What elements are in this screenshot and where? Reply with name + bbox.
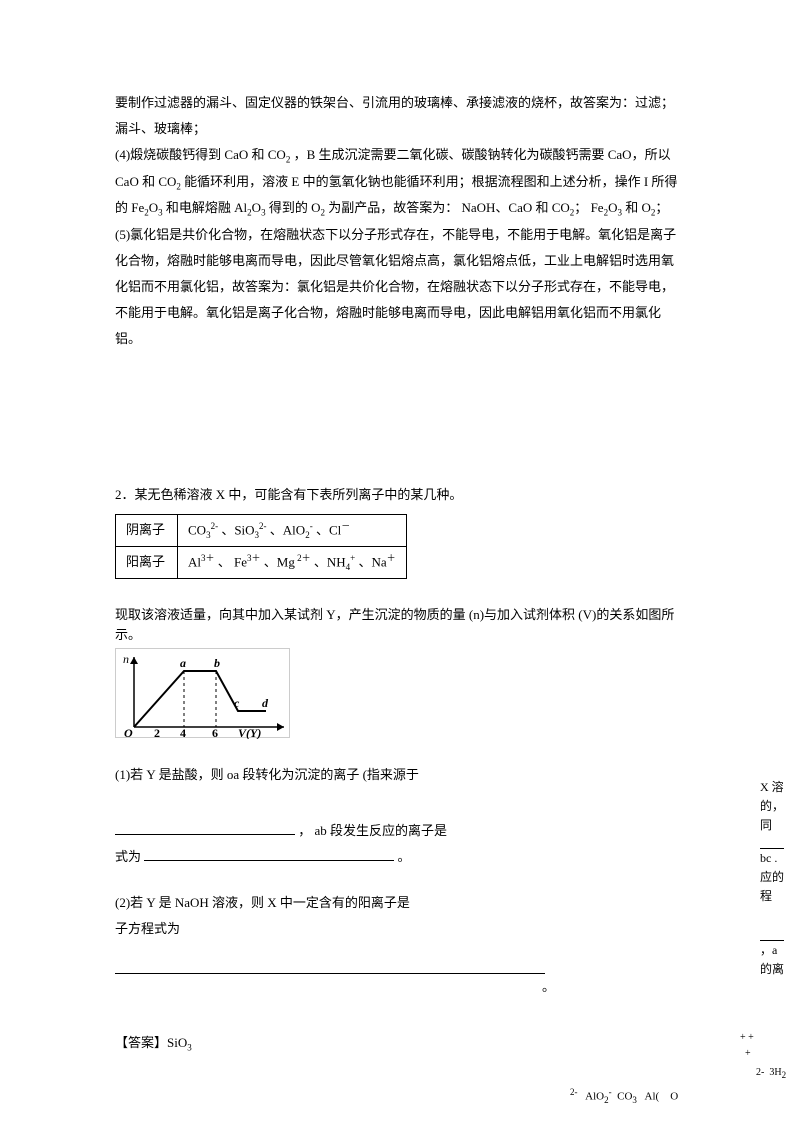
- cell-anion-list: CO32- 、SiO32- 、AlO2- 、Cl－: [178, 514, 407, 546]
- answer-para-5: (5)氯化铝是共价化合物，在熔融状态下以分子形式存在，不能导电，不能用于电解。氧…: [115, 222, 685, 352]
- text: Fe: [591, 200, 604, 215]
- subscript: 3: [158, 208, 163, 218]
- text: 、 Fe: [218, 554, 247, 569]
- superscript: 3＋: [201, 553, 215, 563]
- edge-fragment: ，a的离: [760, 940, 784, 979]
- point-b: b: [214, 656, 220, 670]
- answer-blank-long: [115, 958, 545, 974]
- point-d: d: [262, 696, 269, 710]
- text: O: [252, 200, 261, 215]
- superscript: ＋: [387, 553, 396, 563]
- text: Fe: [131, 200, 144, 215]
- text: 、Na: [358, 554, 386, 569]
- axis-x-label: V(Y): [238, 726, 261, 739]
- period: 。: [115, 974, 555, 1000]
- origin: O: [124, 726, 133, 739]
- subscript: 3: [617, 208, 622, 218]
- question-2-part1b: ， ab 段发生反应的离子是: [115, 818, 685, 844]
- subscript: 3: [261, 208, 266, 218]
- question-2-part1c: 式为 。: [115, 844, 685, 870]
- cell-anion-label: 阴离子: [116, 514, 178, 546]
- table-row: 阳离子 Al3＋ 、 Fe3＋ 、Mg 2＋ 、NH4+ 、Na＋: [116, 547, 407, 579]
- answer-para-4: (4)煅烧碳酸钙得到 CaO 和 CO2 ，B 生成沉淀需要二氧化碳、碳酸钠转化…: [115, 142, 685, 222]
- text: 、Mg: [264, 554, 295, 569]
- superscript: 2-: [259, 521, 267, 531]
- answer-para-3: 要制作过滤器的漏斗、固定仪器的铁架台、引流用的玻璃棒、承接滤液的烧杯，故答案为：…: [115, 90, 685, 142]
- cell-cation-list: Al3＋ 、 Fe3＋ 、Mg 2＋ 、NH4+ 、Na＋: [178, 547, 407, 579]
- text: Al: [188, 554, 201, 569]
- text: NaOH、CaO 和 CO: [461, 200, 569, 215]
- xtick-4: 4: [180, 726, 186, 739]
- text: CaO 和 CO: [224, 147, 285, 162]
- subscript: 2: [286, 155, 291, 165]
- text: CO: [188, 522, 206, 537]
- xtick-6: 6: [212, 726, 218, 739]
- chart-svg: n a b c d O 2 4 6 V(Y): [116, 649, 291, 739]
- superscript: 2-: [211, 521, 219, 531]
- text: 式为: [115, 849, 141, 864]
- edge-fragment: + + +: [740, 1030, 754, 1062]
- superscript: +: [350, 553, 355, 563]
- question-2-part1: (1)若 Y 是盐酸，则 oa 段转化为沉淀的离子 (指来源于: [115, 762, 685, 788]
- precipitate-chart: n a b c d O 2 4 6 V(Y): [115, 648, 290, 738]
- superscript: -: [310, 521, 313, 531]
- text: 2．某无色稀溶液: [115, 487, 213, 502]
- text: 和 O: [625, 200, 651, 215]
- text: 。: [398, 849, 411, 864]
- subscript: 4: [346, 562, 351, 572]
- text: ，B 生成沉淀需要二氧化碳、碳酸钠转化为碳酸钙需要: [294, 147, 605, 162]
- edge-fragment: X 溶的，同: [760, 778, 784, 836]
- point-a: a: [180, 656, 186, 670]
- text: ， ab 段发生反应的离子是: [298, 823, 447, 838]
- text: 、SiO: [221, 522, 254, 537]
- superscript: 2＋: [295, 553, 311, 563]
- subscript: 3: [206, 530, 211, 540]
- axis-n-label: n: [123, 652, 129, 666]
- edge-fragment: 2- AlO2- CO3 Al( O: [570, 1085, 678, 1107]
- question-2-part2: (2)若 Y 是 NaOH 溶液，则 X 中一定含有的阳离子是: [115, 890, 685, 916]
- text: (指来源于: [363, 767, 419, 782]
- text: O: [149, 200, 158, 215]
- text: 能循环利用，溶液: [184, 174, 288, 189]
- xtick-2: 2: [154, 726, 160, 739]
- text: 、NH: [314, 554, 346, 569]
- text: X 中，可能含有下表所列离子中的某几种。: [216, 487, 463, 502]
- subscript: 2: [176, 181, 181, 191]
- text: ；: [574, 200, 587, 215]
- subscript: 3: [255, 530, 260, 540]
- text: (1)若 Y 是盐酸，则 oa 段转化为沉淀的离子: [115, 767, 359, 782]
- answer-key: 【答案】SiO3: [115, 1030, 685, 1057]
- text: 子方程式为: [115, 921, 180, 936]
- table-row: 阴离子 CO32- 、SiO32- 、AlO2- 、Cl－: [116, 514, 407, 546]
- text: 、AlO: [270, 522, 305, 537]
- text: ；: [655, 200, 668, 215]
- superscript: －: [341, 521, 350, 531]
- text: 【答案】SiO: [115, 1035, 187, 1050]
- text: 得到的 O: [269, 200, 321, 215]
- point-c: c: [234, 696, 240, 710]
- text: 、Cl: [316, 522, 341, 537]
- text: (4)煅烧碳酸钙得到: [115, 147, 221, 162]
- superscript: 3＋: [247, 553, 261, 563]
- text: 和电解熔融 Al: [166, 200, 247, 215]
- text: 为副产品，故答案为：: [328, 200, 458, 215]
- cell-cation-label: 阳离子: [116, 547, 178, 579]
- subscript: 2: [305, 530, 310, 540]
- edge-fragment: 2- 3H2: [756, 1065, 786, 1082]
- answer-blank: [144, 848, 394, 861]
- text: (2)若 Y 是 NaOH 溶液，则 X 中一定含有的阳离子是: [115, 895, 410, 910]
- question-2-part2b: 子方程式为: [115, 916, 685, 942]
- ion-table: 阴离子 CO32- 、SiO32- 、AlO2- 、Cl－ 阳离子 Al3＋ 、…: [115, 514, 407, 580]
- question-2-body: 现取该溶液适量，向其中加入某试剂 Y，产生沉淀的物质的量 (n)与加入试剂体积 …: [115, 605, 685, 644]
- question-2-intro: 2．某无色稀溶液 X 中，可能含有下表所列离子中的某几种。: [115, 482, 685, 508]
- edge-fragment: bc .应的程: [760, 848, 784, 907]
- answer-blank: [115, 822, 295, 835]
- subscript: 2: [320, 208, 325, 218]
- subscript: 3: [187, 1043, 192, 1053]
